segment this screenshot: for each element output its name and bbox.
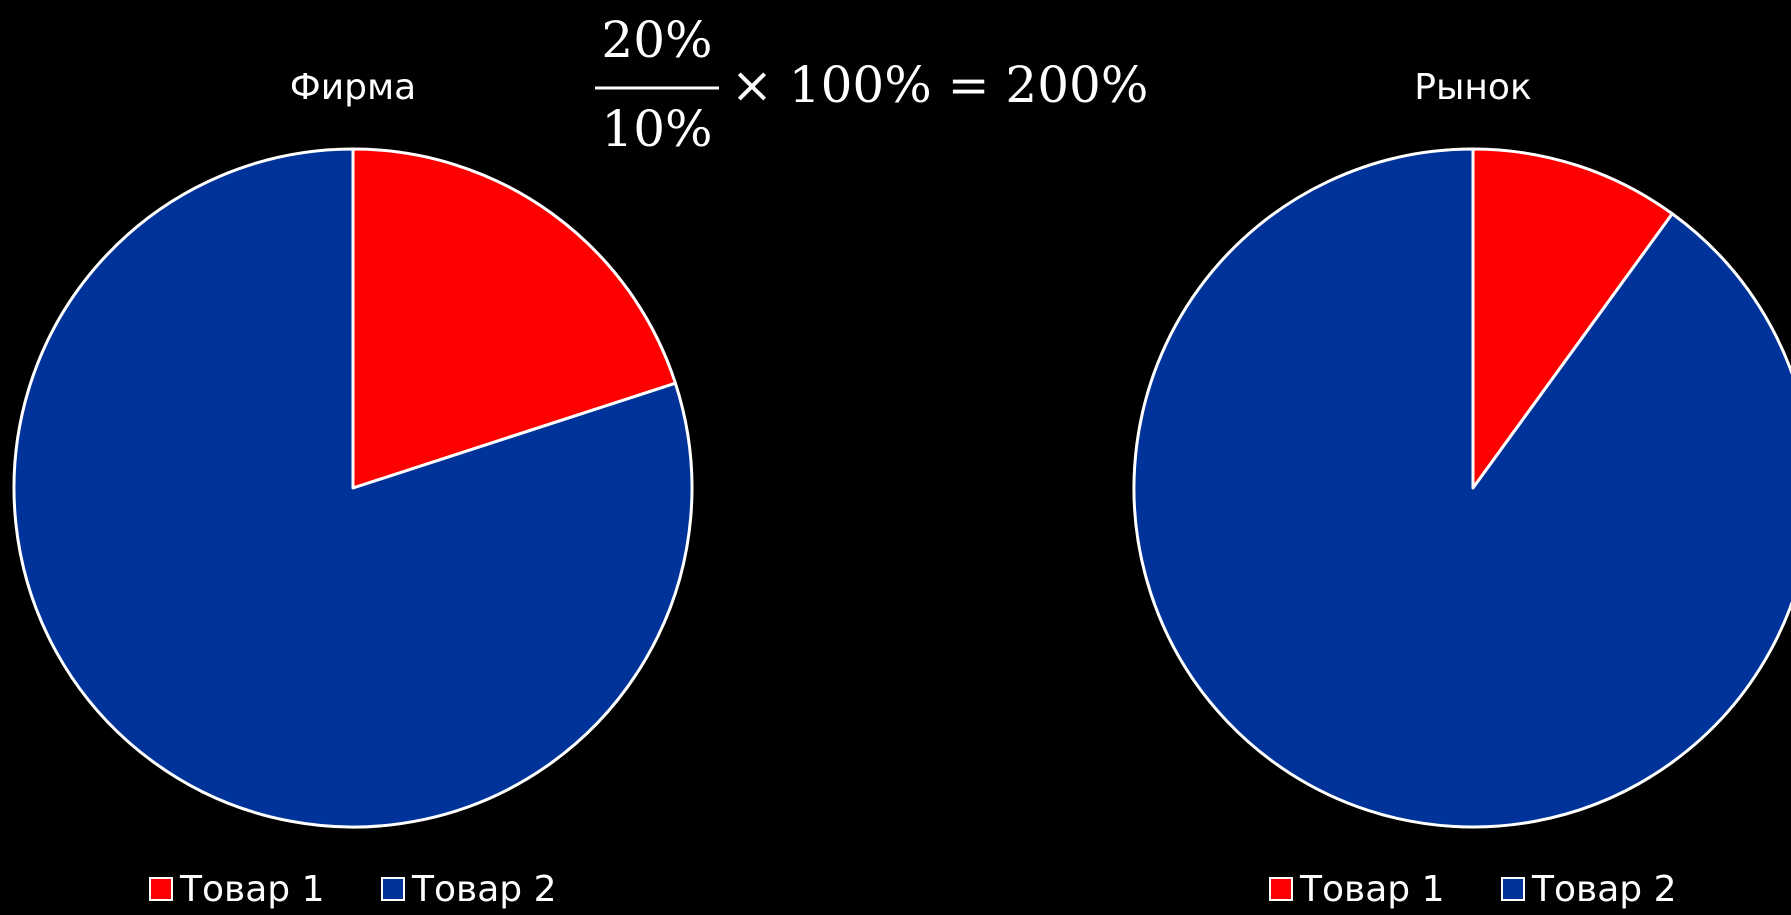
- pie-slice: [1132, 147, 1791, 829]
- legend-label: Товар 2: [411, 869, 557, 910]
- legend-swatch: [149, 877, 173, 901]
- chart-title: Рынок: [1414, 67, 1531, 108]
- formula-numerator: 20%: [601, 11, 712, 69]
- pie-slice: [12, 147, 694, 829]
- formula-rest: × 100% = 200%: [731, 56, 1148, 114]
- pie-slice: [1471, 147, 1674, 490]
- legend-label: Товар 2: [1531, 869, 1677, 910]
- legend-label: Товар 1: [179, 869, 325, 910]
- chart-title: Фирма: [290, 67, 416, 108]
- legend-swatch: [1501, 877, 1525, 901]
- legend-label: Товар 1: [1299, 869, 1445, 910]
- legend-swatch: [1269, 877, 1293, 901]
- legend-swatch: [381, 877, 405, 901]
- formula-denominator: 10%: [601, 100, 712, 158]
- pie-slice: [351, 147, 677, 490]
